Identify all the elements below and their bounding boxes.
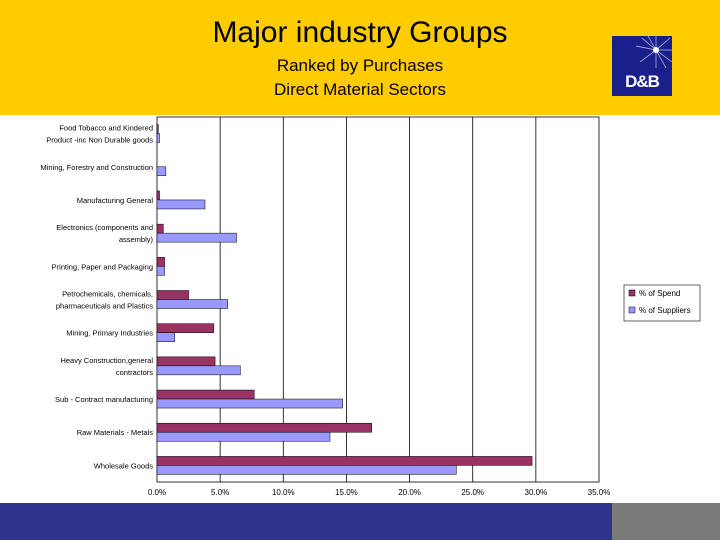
footer-corner — [612, 503, 720, 540]
slide-subtitle-line1: Ranked by Purchases — [276, 56, 444, 75]
footer-band — [0, 503, 612, 540]
slide-subtitle-line2: Direct Material Sectors — [274, 80, 446, 99]
legend-label: % of Spend — [639, 289, 680, 298]
bar-spend — [156, 223, 164, 234]
bar-suppliers — [156, 465, 457, 475]
legend-swatch — [628, 306, 636, 314]
bar-suppliers — [156, 332, 175, 342]
category-label: Petrochemicals, chemicals, — [62, 290, 153, 299]
x-tick-label: 10.0% — [272, 488, 295, 497]
slide-title: Major industry Groups — [212, 16, 508, 49]
bar-spend — [156, 190, 160, 201]
starburst-icon — [635, 36, 672, 69]
bar-spend — [156, 257, 165, 267]
category-label: Mining, Forestry and Construction — [40, 163, 153, 172]
category-label: pharmaceuticals and Plastics — [56, 302, 153, 311]
x-tick-label: 35.0% — [588, 488, 611, 497]
bar-spend — [156, 290, 189, 300]
category-label: assembly) — [119, 235, 154, 244]
legend-box — [623, 284, 701, 322]
category-label: Manufacturing General — [77, 196, 154, 205]
bar-suppliers — [156, 398, 343, 409]
bar-suppliers — [156, 299, 228, 309]
x-tick-label: 5.0% — [211, 488, 229, 497]
x-tick-label: 25.0% — [461, 488, 484, 497]
category-label: Heavy Construction,general — [60, 356, 153, 365]
x-tick-label: 0.0% — [148, 488, 166, 497]
bar-spend — [156, 389, 255, 400]
category-label: Mining, Primary Industries — [66, 329, 153, 338]
category-label: Food Tobacco and Kindered — [59, 124, 153, 133]
bar-suppliers — [156, 133, 160, 143]
category-label: Printing, Paper and Packaging — [52, 262, 153, 271]
category-label: Raw Materials - Metals — [77, 428, 154, 437]
bar-spend — [156, 124, 159, 134]
logo-text: D&B — [625, 72, 660, 91]
x-tick-label: 15.0% — [335, 488, 358, 497]
category-label: Sub - Contract manufacturing — [55, 395, 153, 404]
legend: % of Spend % of Suppliers — [623, 284, 701, 322]
plot-area — [156, 116, 600, 483]
dnb-logo: D&B — [612, 36, 672, 96]
bars — [156, 124, 533, 475]
x-tick-label: 30.0% — [525, 488, 548, 497]
grid-lines — [219, 117, 537, 482]
bar-suppliers — [156, 365, 241, 376]
bar-suppliers — [156, 199, 206, 210]
category-label: contractors — [116, 368, 153, 377]
category-label: Wholesale Goods — [94, 461, 153, 470]
legend-swatch — [628, 289, 636, 297]
bar-spend — [156, 356, 216, 367]
bar-spend — [156, 323, 215, 333]
bar-chart: Food Tobacco and Kindered Product -inc No… — [40, 116, 701, 497]
bar-suppliers — [156, 266, 165, 276]
bar-suppliers — [156, 166, 167, 177]
bar-spend — [156, 422, 372, 433]
category-label: Product -inc Non Durable goods — [46, 136, 153, 145]
bar-spend — [156, 456, 533, 466]
header-band — [0, 0, 720, 115]
category-label: Electronics (components and — [56, 223, 153, 232]
x-tick-labels: 0.0% 5.0% 10.0% 15.0% 20.0% 25.0% 30.0% 35.0% — [148, 488, 610, 497]
bar-suppliers — [156, 232, 237, 243]
legend-label: % of Suppliers — [639, 306, 691, 315]
bar-suppliers — [156, 431, 331, 442]
category-labels: Food Tobacco and Kindered Product -inc No… — [40, 124, 153, 471]
x-tick-label: 20.0% — [398, 488, 421, 497]
